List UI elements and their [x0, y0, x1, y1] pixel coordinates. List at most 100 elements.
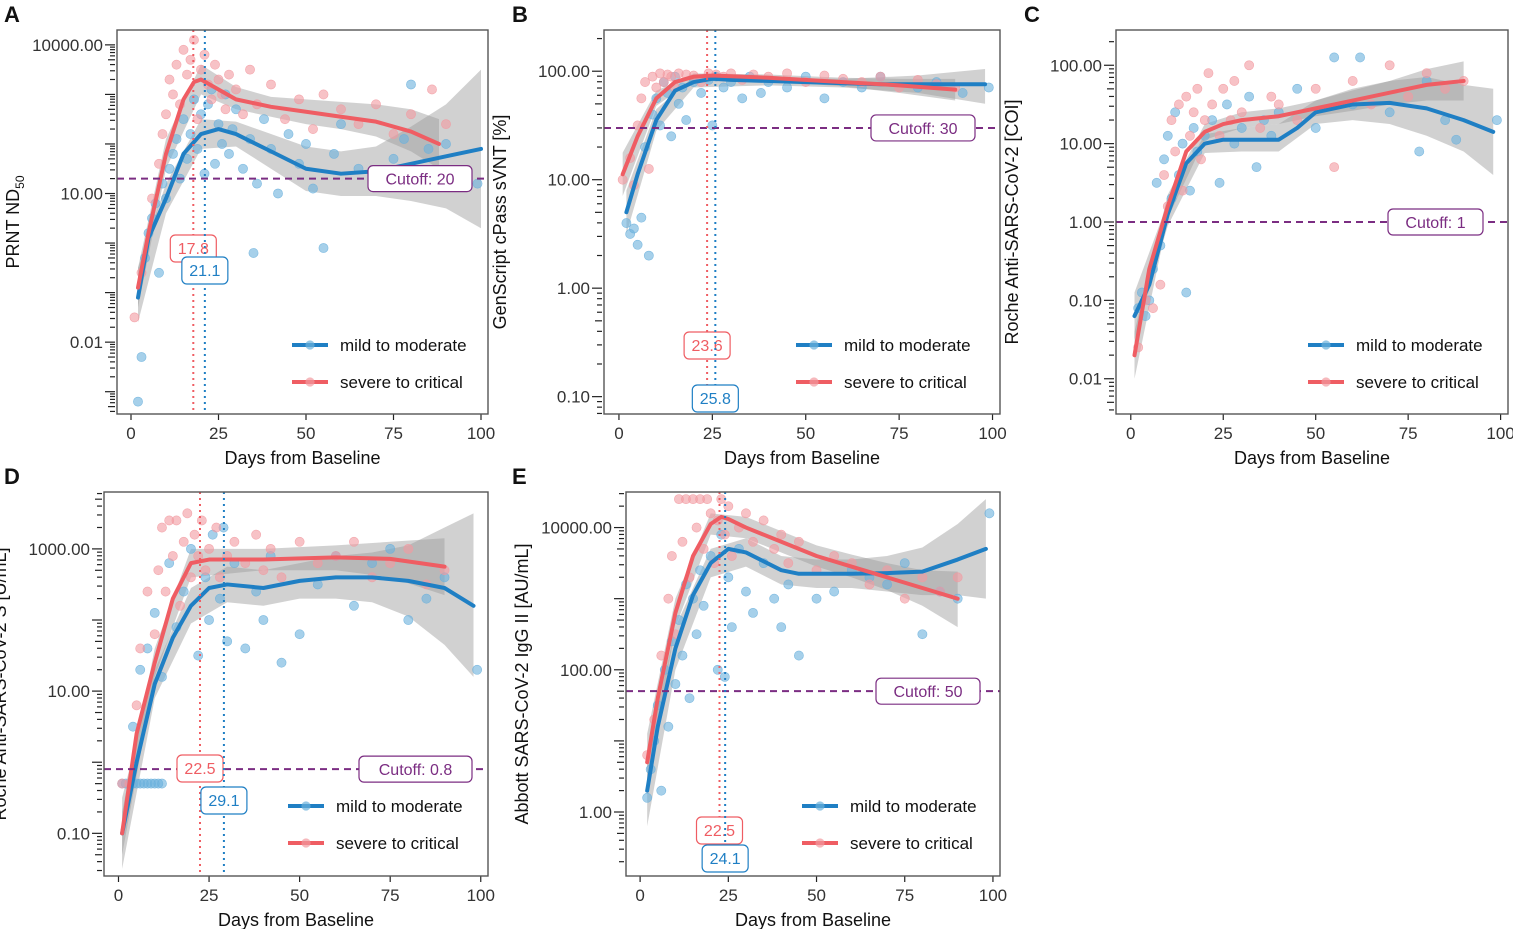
data-point-mild	[421, 593, 432, 604]
data-point-mild	[224, 148, 234, 159]
data-point-mild	[882, 579, 892, 590]
data-point-severe	[1329, 162, 1340, 173]
data-point-severe	[231, 84, 241, 95]
data-point-mild	[696, 88, 707, 98]
confidence-band-mild	[122, 513, 474, 869]
y-axis-title: Roche Anti-SARS-CoV-2 [COI]	[1002, 99, 1022, 344]
data-point-severe	[643, 163, 654, 174]
x-tick-label: 0	[126, 424, 135, 443]
data-point-mild	[149, 607, 160, 618]
data-point-mild	[193, 650, 204, 661]
panel-letter: C	[1024, 2, 1040, 27]
data-point-severe	[403, 543, 414, 554]
y-tick-label: 100.00	[560, 661, 612, 680]
panel-frame	[603, 29, 1001, 415]
data-point-severe	[1440, 83, 1451, 94]
legend-label: mild to moderate	[340, 336, 467, 355]
data-point-severe	[1148, 303, 1158, 314]
data-point-severe	[171, 515, 182, 526]
data-point-severe	[636, 93, 647, 104]
data-point-severe	[1229, 76, 1240, 86]
data-point-severe	[294, 536, 305, 547]
data-point-mild	[1451, 134, 1462, 145]
data-point-severe	[758, 515, 769, 526]
data-point-severe	[1347, 76, 1358, 86]
data-point-mild	[441, 139, 451, 149]
data-point-severe	[160, 586, 171, 597]
data-point-severe	[1244, 60, 1255, 71]
data-point-mild	[1251, 162, 1262, 173]
data-point-mild	[133, 396, 143, 407]
data-point-severe	[705, 508, 716, 519]
data-point-severe	[258, 565, 269, 576]
data-point-severe	[899, 593, 910, 604]
y-tick-label: 1.00	[557, 279, 590, 298]
data-point-mild	[157, 778, 167, 789]
data-point-mild	[276, 657, 287, 668]
y-axis-title-sub: 50	[13, 175, 27, 189]
data-point-severe	[161, 109, 171, 120]
legend-key-point	[301, 838, 311, 848]
data-point-mild	[698, 600, 709, 611]
data-point-severe	[308, 124, 318, 134]
median-label-box-mild	[701, 844, 749, 873]
data-point-mild	[1214, 177, 1225, 188]
cutoff-label-box	[1387, 208, 1484, 236]
data-point-mild	[769, 593, 780, 604]
data-point-severe	[210, 59, 220, 70]
data-point-mild	[308, 183, 318, 194]
data-point-severe	[142, 586, 153, 597]
data-point-severe	[164, 74, 175, 85]
data-point-mild	[259, 114, 269, 125]
data-point-severe	[1185, 130, 1195, 141]
trend-line-mild	[1132, 100, 1496, 319]
data-point-mild	[154, 267, 164, 278]
data-point-mild	[318, 243, 329, 253]
data-point-mild	[1222, 99, 1232, 110]
legend-key-point	[301, 801, 311, 811]
y-tick-label: 0.01	[70, 333, 103, 352]
data-point-mild	[329, 148, 339, 159]
data-point-severe	[280, 114, 290, 125]
x-tick-label: 50	[796, 424, 815, 443]
median-label-box-severe	[695, 816, 744, 845]
data-point-mild	[793, 650, 804, 661]
data-point-severe	[178, 44, 189, 55]
y-tick-label: 10.00	[547, 171, 590, 190]
data-point-severe	[1292, 115, 1303, 126]
y-tick-label: 1.00	[1069, 213, 1102, 232]
confidence-band-severe	[122, 538, 445, 855]
trend-line-severe	[136, 77, 441, 290]
legend-key-point	[809, 340, 819, 350]
x-axis-title: Days from Baseline	[724, 448, 880, 468]
data-point-severe	[245, 64, 255, 75]
data-point-mild	[656, 785, 667, 796]
data-point-mild	[1177, 138, 1188, 149]
data-point-severe	[782, 68, 792, 79]
data-point-mild	[712, 664, 723, 675]
x-tick-label: 50	[807, 886, 826, 905]
data-point-severe	[406, 109, 416, 120]
data-point-mild	[406, 79, 416, 90]
panel-C: C 0.01 0.10 1.00 10.00 100.00 0 25 50 75 100 Days f…	[1002, 2, 1513, 468]
data-point-mild	[756, 88, 766, 98]
data-point-mild	[252, 178, 262, 189]
data-point-mild	[273, 188, 283, 199]
trend-line-mild	[120, 575, 476, 836]
cutoff-label-box	[870, 114, 976, 142]
data-point-mild	[628, 223, 639, 234]
data-point-severe	[196, 64, 206, 75]
x-tick-label: 100	[467, 424, 495, 443]
data-point-severe	[952, 572, 963, 583]
data-point-mild	[185, 129, 196, 139]
panel-letter: D	[4, 464, 20, 489]
y-axis-title: Abbott SARS-CoV-2 IgG II [AU/mL]	[512, 543, 532, 824]
data-point-mild	[1181, 287, 1192, 298]
legend-label: mild to moderate	[850, 797, 977, 816]
y-axis-title-main: Roche Anti-SARS-CoV-2 [COI]	[1002, 99, 1022, 344]
data-point-severe	[189, 529, 200, 540]
data-point-severe	[1384, 60, 1395, 71]
panel-frame	[625, 491, 1001, 877]
data-point-severe	[186, 572, 196, 583]
